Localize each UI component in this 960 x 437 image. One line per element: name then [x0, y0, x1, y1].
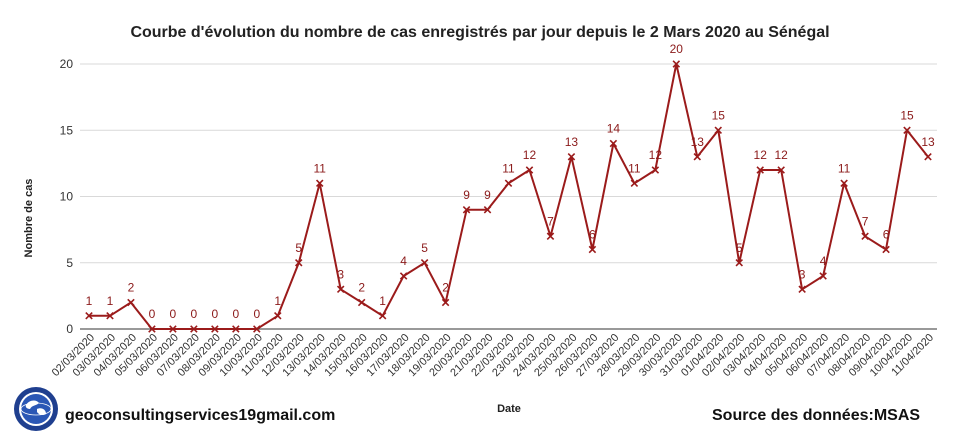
- y-tick-label: 15: [60, 123, 74, 137]
- y-axis-ticks: 0 5 10 15 20: [60, 57, 74, 336]
- data-point: [756, 166, 764, 174]
- data-point: [861, 232, 869, 241]
- data-label: 20: [670, 42, 684, 56]
- data-point: [924, 152, 932, 161]
- data-label: 11: [628, 161, 641, 175]
- data-label: 1: [107, 294, 114, 308]
- y-tick-label: 5: [66, 256, 73, 270]
- data-point: [798, 285, 806, 294]
- data-label: 11: [502, 161, 515, 175]
- data-label: 7: [547, 214, 554, 228]
- data-point: [232, 325, 240, 333]
- data-point: [106, 311, 114, 320]
- data-label: 0: [170, 307, 177, 321]
- data-markers: [85, 60, 932, 333]
- data-label: 2: [358, 281, 365, 295]
- data-point: [588, 245, 597, 254]
- data-label: 9: [463, 188, 470, 202]
- y-tick-label: 0: [66, 322, 73, 336]
- data-point: [315, 179, 324, 188]
- data-point: [525, 166, 534, 174]
- data-label: 12: [649, 148, 663, 162]
- data-label: 9: [484, 188, 491, 202]
- data-point: [777, 166, 785, 174]
- data-label: 13: [921, 135, 935, 149]
- data-point: [420, 258, 429, 267]
- data-point: [903, 126, 911, 135]
- data-label: 0: [253, 307, 260, 321]
- gridlines: [80, 63, 937, 330]
- data-label: 5: [736, 241, 743, 255]
- globe-logo-icon: [14, 387, 58, 431]
- data-label: 6: [883, 228, 890, 242]
- data-label: 1: [379, 294, 386, 308]
- data-label: 4: [400, 254, 407, 268]
- x-axis-ticks: 02/03/202003/03/202004/03/202005/03/2020…: [50, 332, 936, 379]
- data-point: [169, 325, 177, 333]
- data-point: [378, 311, 387, 320]
- y-axis-title: Nombre de cas: [23, 179, 35, 258]
- data-point: [672, 60, 681, 68]
- data-point: [546, 232, 555, 241]
- data-label: 13: [691, 135, 705, 149]
- data-point: [714, 126, 723, 135]
- data-point: [735, 258, 743, 267]
- data-label: 12: [523, 148, 537, 162]
- chart-title: Courbe d'évolution du nombre de cas enre…: [130, 24, 829, 41]
- data-label: 1: [274, 294, 281, 308]
- data-point: [630, 179, 639, 188]
- data-label: 0: [212, 307, 219, 321]
- footer-email: geoconsultingservices19gmail.com: [65, 407, 336, 424]
- data-label: 3: [337, 267, 344, 281]
- data-label: 7: [862, 214, 869, 228]
- data-label: 1: [86, 294, 93, 308]
- data-label: 2: [128, 281, 135, 295]
- data-point: [211, 325, 219, 333]
- footer-source: Source des données:MSAS: [712, 407, 921, 424]
- data-label: 11: [313, 161, 326, 175]
- data-label: 0: [149, 307, 156, 321]
- data-point: [651, 166, 660, 174]
- data-point: [693, 152, 702, 161]
- data-point: [609, 139, 618, 148]
- data-point: [190, 325, 198, 333]
- data-label: 5: [295, 241, 302, 255]
- data-label: 11: [838, 161, 851, 175]
- data-point: [504, 179, 513, 188]
- data-point: [399, 272, 408, 280]
- data-label: 6: [589, 228, 596, 242]
- data-point: [294, 258, 303, 267]
- data-point: [441, 298, 450, 307]
- data-point: [567, 152, 576, 161]
- data-label: 14: [607, 122, 621, 136]
- y-tick-label: 10: [60, 190, 74, 204]
- data-label: 0: [232, 307, 239, 321]
- data-point: [336, 285, 345, 294]
- data-point: [819, 272, 827, 280]
- data-label: 3: [799, 267, 806, 281]
- data-label: 4: [820, 254, 827, 268]
- data-point: [840, 179, 848, 188]
- data-label: 0: [191, 307, 198, 321]
- y-tick-label: 20: [60, 57, 74, 71]
- data-label: 13: [565, 135, 579, 149]
- data-label: 15: [900, 108, 914, 122]
- x-axis-title: Date: [497, 403, 521, 415]
- data-point: [85, 311, 93, 320]
- data-point: [148, 325, 156, 333]
- data-label: 15: [712, 108, 726, 122]
- data-point: [127, 298, 135, 307]
- data-label: 5: [421, 241, 428, 255]
- data-label: 12: [754, 148, 768, 162]
- data-label: 12: [774, 148, 788, 162]
- data-point: [357, 298, 366, 307]
- data-point: [483, 205, 492, 214]
- data-point: [253, 325, 261, 333]
- data-point: [882, 245, 890, 254]
- data-point: [274, 311, 282, 320]
- data-point: [462, 205, 471, 214]
- data-label: 2: [442, 281, 449, 295]
